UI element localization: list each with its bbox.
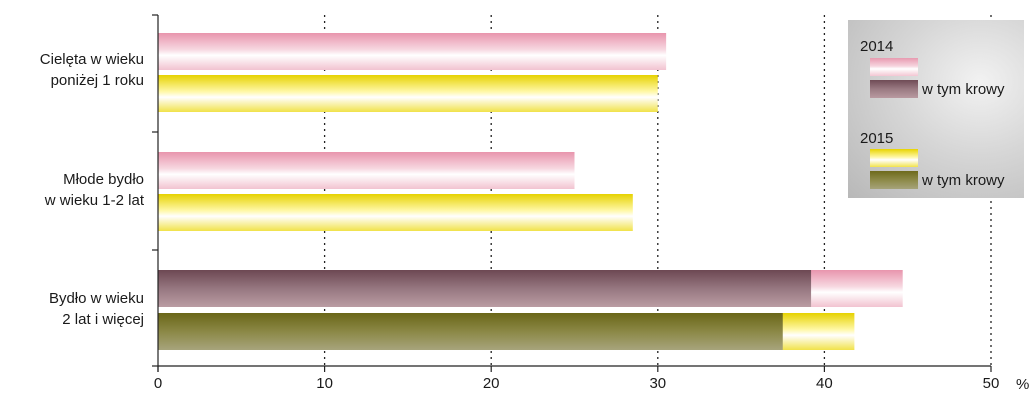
bar-2014-cat-0 — [158, 33, 667, 70]
x-tick-label-30: 30 — [649, 375, 667, 392]
legend-swatch-2015 — [870, 149, 918, 167]
legend-swatch-2014 — [870, 58, 918, 76]
category-label-line: w wieku 1-2 lat — [44, 192, 144, 209]
category-label-0: Cielęta w wieku poniżej 1 roku — [0, 49, 144, 91]
category-label-line: Cielęta w wieku — [39, 51, 144, 68]
x-unit-label: % — [1016, 376, 1030, 393]
bar-2014-cat-1 — [158, 152, 575, 189]
x-tick-label-10: 10 — [316, 375, 333, 392]
category-label-line: 2 lat i więcej — [62, 311, 144, 328]
x-tick-label-0: 0 — [153, 375, 163, 392]
x-tick-label-20: 20 — [482, 375, 500, 392]
legend-year-2014: 2014 — [860, 38, 894, 55]
x-tick-label-50: 50 — [982, 375, 1000, 392]
legend-label-2014-krowy: w tym krowy — [922, 81, 1005, 98]
x-tick-label-40: 40 — [816, 375, 833, 392]
legend: 2014 w tym krowy 2015 w tym krowy — [848, 20, 1024, 198]
legend-label-2015-krowy: w tym krowy — [922, 172, 1005, 189]
category-label-line: Młode bydło — [63, 171, 144, 188]
category-label-1: Młode bydło w wieku 1-2 lat — [0, 169, 144, 211]
category-label-2: Bydło w wieku 2 lat i więcej — [0, 288, 144, 330]
category-label-line: poniżej 1 roku — [50, 72, 144, 89]
legend-swatch-2014-krowy — [870, 80, 918, 98]
category-label-line: Bydło w wieku — [48, 290, 144, 307]
legend-swatch-2015-krowy — [870, 171, 918, 189]
bar-2015-cat-1 — [158, 194, 633, 231]
bar-2015-krowy-cat-2 — [158, 313, 783, 350]
legend-year-2015: 2015 — [860, 130, 894, 147]
bar-2015-cat-0 — [158, 75, 658, 112]
bar-2014-krowy-cat-2 — [158, 270, 812, 307]
